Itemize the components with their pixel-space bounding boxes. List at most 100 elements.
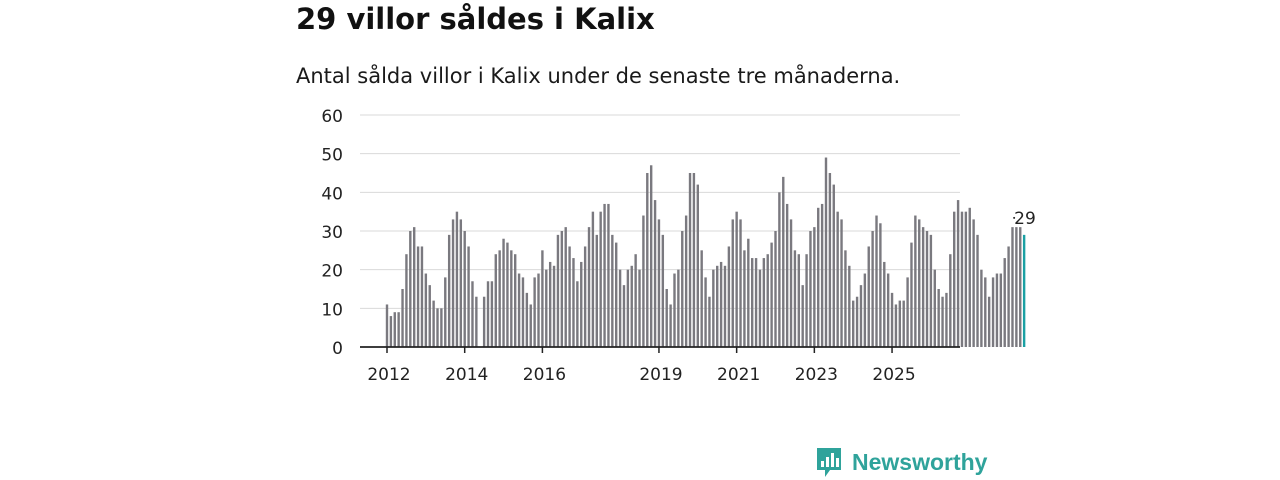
- bar: [712, 269, 715, 347]
- bar: [440, 308, 443, 347]
- bar: [1003, 258, 1006, 347]
- newsworthy-logo[interactable]: Newsworthy: [815, 446, 987, 478]
- y-tick-label: 60: [321, 107, 343, 127]
- bar: [684, 215, 688, 347]
- bar: [743, 250, 746, 347]
- bar: [991, 277, 995, 347]
- bar: [921, 227, 925, 347]
- bar: [894, 304, 898, 347]
- bar: [898, 300, 902, 347]
- bar: [638, 269, 641, 347]
- bar: [929, 234, 933, 347]
- bar: [805, 254, 808, 347]
- bar: [758, 269, 762, 347]
- bar: [925, 231, 929, 347]
- bar: [953, 211, 956, 347]
- bar: [506, 242, 509, 347]
- bar: [646, 173, 649, 347]
- bar: [424, 273, 428, 347]
- bar: [622, 285, 626, 347]
- bar: [910, 242, 913, 347]
- bar: [886, 273, 890, 347]
- bar: [420, 246, 424, 347]
- bar: [863, 273, 867, 347]
- bar: [708, 296, 711, 347]
- bar: [603, 203, 606, 347]
- bar: [607, 203, 610, 347]
- bar: [848, 265, 851, 347]
- bar: [968, 207, 971, 347]
- bar: [832, 184, 835, 347]
- bar: [1007, 246, 1010, 347]
- bar: [754, 258, 758, 347]
- bar: [486, 281, 490, 347]
- bar: [906, 277, 909, 347]
- bar: [867, 246, 870, 347]
- bar: [459, 219, 463, 347]
- bar: [653, 200, 657, 347]
- bar: [599, 211, 602, 347]
- y-tick-label: 20: [321, 262, 343, 282]
- newsworthy-logo-icon: [817, 448, 841, 477]
- bar: [980, 269, 983, 347]
- bar: [552, 265, 556, 347]
- bar: [525, 292, 529, 347]
- x-tick-label: 2019: [639, 365, 682, 385]
- x-axis: 2012 2014 2016 2019 2021 2023 2025: [360, 346, 960, 385]
- bar: [455, 211, 459, 347]
- x-tick-label: 2025: [872, 365, 915, 385]
- bar: [785, 203, 789, 347]
- bar: [840, 219, 843, 347]
- bar: [883, 261, 886, 347]
- x-tick-label: 2023: [795, 365, 838, 385]
- bar: [533, 277, 536, 347]
- bar: [1019, 227, 1022, 347]
- bar: [529, 304, 532, 347]
- x-tick-label: 2021: [717, 365, 760, 385]
- bar: [541, 250, 544, 347]
- bar: [984, 277, 987, 347]
- bar: [789, 219, 793, 347]
- bar: [514, 254, 517, 347]
- bar: [568, 246, 571, 347]
- y-axis: 0 10 20 30 40 50 60: [321, 107, 343, 359]
- bar: [688, 173, 692, 347]
- bar: [537, 273, 540, 347]
- bar: [564, 227, 567, 347]
- bar: [548, 261, 552, 347]
- y-tick-label: 30: [321, 223, 343, 243]
- bar: [494, 254, 497, 347]
- bar: [405, 254, 408, 347]
- bar: [413, 227, 416, 347]
- bar: [618, 269, 622, 347]
- bar: [502, 238, 505, 347]
- bar: [852, 300, 855, 347]
- bar: [673, 273, 676, 347]
- bar: [463, 231, 466, 347]
- bar: [634, 254, 637, 347]
- bar: [770, 242, 773, 347]
- bar: [576, 281, 579, 347]
- bar: [937, 289, 940, 347]
- bar: [855, 296, 859, 347]
- bar: [809, 231, 812, 347]
- y-tick-label: 50: [321, 146, 343, 166]
- y-tick-label: 0: [332, 339, 343, 359]
- bar: [960, 211, 964, 347]
- bar: [560, 231, 564, 347]
- bar: [657, 219, 661, 347]
- bar: [630, 265, 633, 347]
- bar: [914, 215, 917, 347]
- bar: [389, 316, 393, 347]
- y-tick-label: 40: [321, 184, 343, 204]
- y-tick-label: 10: [321, 300, 343, 320]
- bar: [793, 250, 797, 347]
- bar: [436, 308, 439, 347]
- x-tick-label: 2014: [445, 365, 488, 385]
- bar: [428, 285, 431, 347]
- bar: [611, 234, 614, 347]
- bar: [704, 277, 707, 347]
- bar: [498, 250, 501, 347]
- bar: [933, 269, 936, 347]
- bar: [871, 231, 874, 347]
